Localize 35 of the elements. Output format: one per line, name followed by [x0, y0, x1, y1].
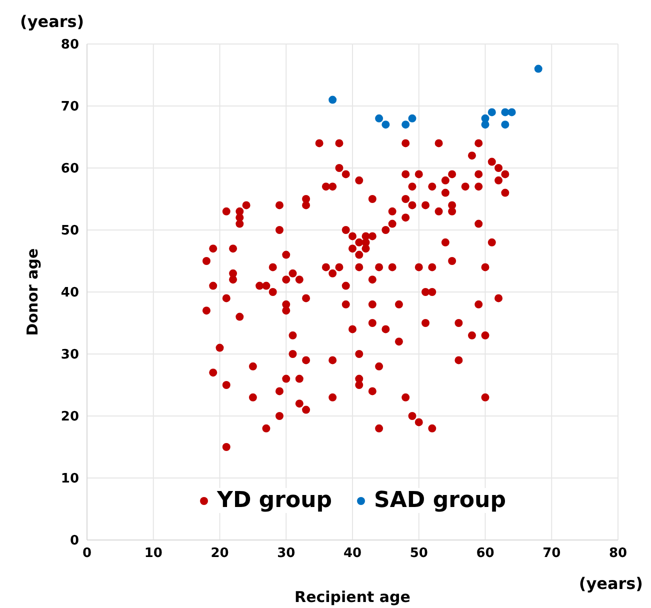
x-tick-label: 20: [210, 546, 229, 562]
point: [408, 114, 416, 122]
x-tick-label: 70: [542, 546, 561, 562]
x-tick-label: 50: [410, 546, 428, 562]
y-tick-label: 50: [60, 224, 79, 239]
point: [402, 120, 410, 129]
y-tick-label: 60: [60, 162, 79, 177]
x-tick-label: 40: [343, 546, 362, 562]
x-tick-label: 0: [82, 546, 92, 562]
x-tick-label: 30: [277, 546, 296, 562]
legend-label: YD group: [199, 488, 332, 513]
point: [501, 108, 510, 116]
x-tick-label: 10: [144, 546, 162, 562]
x-tick-label: 60: [476, 546, 494, 562]
point: [488, 108, 496, 116]
point: [534, 64, 542, 73]
point: [508, 108, 516, 116]
y-axis-title: Donor age: [23, 248, 42, 336]
legend-label: SAD group: [356, 488, 506, 513]
point: [481, 120, 490, 129]
point: [501, 120, 510, 129]
point: [382, 120, 390, 129]
y-tick-label: 70: [60, 100, 79, 115]
point: [375, 114, 384, 122]
y-tick-label: 30: [60, 348, 79, 363]
y-tick-label: 80: [60, 38, 79, 53]
text: (years): [20, 12, 84, 31]
point: [328, 96, 337, 104]
y-tick-label: 40: [60, 286, 79, 301]
text: (years): [578, 574, 643, 593]
x-tick-label: 80: [608, 546, 628, 562]
y-tick-label: 0: [70, 534, 79, 549]
x-axis-title: Recipient age: [294, 588, 410, 606]
y-tick-label: 10: [60, 472, 79, 487]
y-tick-label: 20: [60, 410, 79, 425]
